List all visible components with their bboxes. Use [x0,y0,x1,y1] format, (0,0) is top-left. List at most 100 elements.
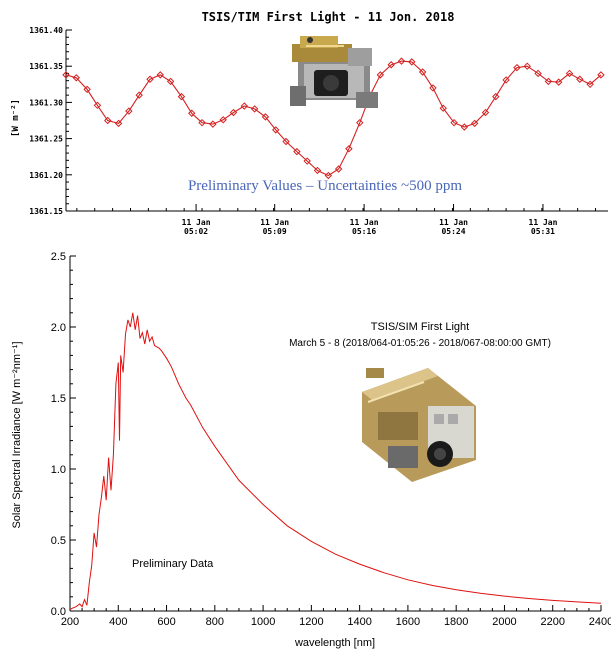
tim-y-tick-label: 1361.30 [29,98,63,107]
sim-y-tick-label: 0.0 [51,606,66,618]
tim-data-point [481,108,490,117]
sim-series-line [69,312,602,611]
tim-data-point [450,118,458,127]
tim-data-point [240,102,249,110]
tim-data-point [502,76,510,84]
tim-data-point [104,116,112,125]
tim-x-tick-label: 11 Jan [350,218,379,227]
tim-data-point [418,68,427,76]
tim-x-tick-label: 11 Jan [182,218,211,227]
tim-data-point [166,77,175,86]
tim-y-tick-label: 1361.35 [29,62,63,71]
tim-x-tick-label: 05:31 [531,227,555,236]
tim-data-point [188,109,196,117]
tim-data-point [586,80,594,89]
sim-annotation: Preliminary Data [132,558,214,570]
tim-data-point [135,91,143,99]
tim-data-point [272,126,280,134]
sim-x-tick-label: 800 [206,616,224,628]
tim-data-point [261,113,270,121]
tim-y-tick-label: 1361.15 [29,207,63,216]
sim-instrument-photo-icon [362,368,476,482]
tim-markers [62,57,605,180]
sim-subtitle: March 5 - 8 (2018/064-01:05:26 - 2018/06… [289,338,551,349]
tim-x-tick-label: 11 Jan [529,218,558,227]
tim-data-point [492,92,500,101]
tim-data-point [439,104,447,112]
sim-y-tick-label: 1.5 [51,393,66,405]
tim-data-point [229,108,238,117]
sim-x-tick-label: 200 [61,616,79,628]
sim-y-tick-label: 0.5 [51,535,66,547]
sim-tick-labels: 0.0 0.5 1.0 1.5 2.0 2.5 200 400 600 800 1000 1200 14… [51,251,611,628]
tim-x-tick-label: 05:16 [352,227,376,236]
sim-x-tick-label: 1600 [396,616,420,628]
tim-data-point [62,71,70,79]
tim-data-point [345,145,353,153]
tim-x-tick-label: 05:24 [441,227,465,236]
tim-data-point [408,58,416,66]
sim-x-tick-label: 2000 [492,616,516,628]
sim-y-tick-label: 1.0 [51,464,66,476]
tim-data-point [470,119,479,128]
tim-x-tick-label: 05:09 [263,227,287,236]
tim-x-tick-label: 05:02 [184,227,208,236]
sim-panel: 0.0 0.5 1.0 1.5 2.0 2.5 200 400 600 800 1000 1200 14… [11,251,611,649]
sim-x-tick-label: 400 [109,616,127,628]
tim-axes [65,29,608,212]
tim-data-point [125,107,133,115]
tim-instrument-photo-icon [290,36,378,108]
tim-data-point [209,120,217,128]
tim-x-tick-label: 11 Jan [439,218,468,227]
tim-data-point [293,147,301,156]
tim-data-point [282,137,290,146]
sim-x-tick-label: 1800 [444,616,468,628]
tim-panel: TSIS/TIM First Light - 11 Jon. 2018 [W m… [11,10,608,236]
tim-annotation: Preliminary Values – Uncertainties ~500 … [188,178,462,194]
tim-data-point [146,75,154,83]
tim-data-point [523,62,531,70]
tim-y-tick-label: 1361.40 [29,26,63,35]
sim-x-tick-label: 1200 [299,616,323,628]
sim-title: TSIS/SIM First Light [371,321,469,333]
tim-data-point [324,171,333,180]
tim-data-point [250,105,259,113]
sim-axes [69,255,602,612]
sim-y-axis-label: Solar Spectral Irradiance [W m⁻²nm⁻¹] [11,341,23,528]
sim-x-tick-label: 1000 [251,616,275,628]
sim-x-axis-label: wavelength [nm] [294,637,375,649]
tim-y-tick-label: 1361.25 [29,135,63,144]
tim-data-point [198,118,206,127]
tim-data-point [387,61,395,69]
tim-data-point [356,118,364,127]
tim-data-point [313,166,322,175]
tim-data-point [376,71,385,79]
tim-title: TSIS/TIM First Light - 11 Jon. 2018 [202,10,455,24]
tim-data-point [513,63,521,72]
tim-data-point [177,92,186,101]
tim-data-point [219,116,227,124]
tim-data-point [397,57,406,65]
tim-y-tick-label: 1361.20 [29,171,63,180]
sim-x-tick-label: 1400 [347,616,371,628]
tim-tick-labels: 1361.15 1361.20 1361.25 1361.30 1361.35 1361.… [29,26,557,236]
tim-data-point [460,123,469,131]
tim-data-point [72,74,81,82]
tim-data-point [565,69,574,78]
sim-y-tick-label: 2.0 [51,322,66,334]
tim-series-line [65,60,602,177]
sim-x-tick-label: 600 [157,616,175,628]
tim-data-point [93,101,102,110]
tim-data-point [114,119,123,128]
tim-data-point [156,71,165,79]
tim-data-point [576,75,584,83]
tim-data-point [334,165,343,173]
tim-y-axis-label: [W m⁻²] [11,99,21,137]
tim-data-point [83,85,91,94]
tim-data-point [303,157,311,165]
sim-x-tick-label: 2400 [589,616,611,628]
tim-data-point [597,71,605,79]
sim-y-tick-label: 2.5 [51,251,66,263]
tim-x-tick-label: 11 Jan [260,218,289,227]
